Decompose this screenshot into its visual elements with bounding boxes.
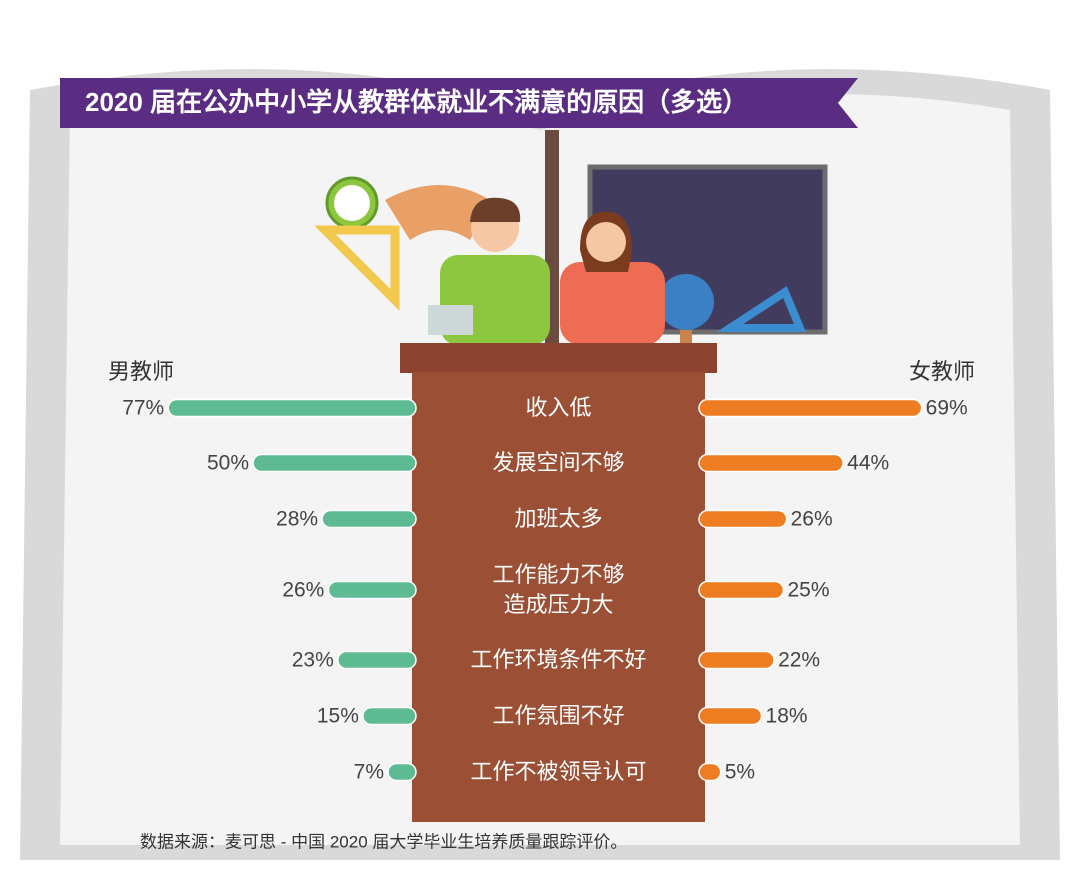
- legend-label: 男教师: [108, 359, 174, 384]
- globe: [658, 274, 714, 330]
- value-label: 26%: [282, 579, 324, 602]
- bar: [698, 509, 788, 529]
- value-label: 25%: [788, 579, 830, 602]
- bar: [167, 398, 417, 418]
- male-teacher-hair: [470, 197, 521, 222]
- value-label: 69%: [926, 397, 968, 420]
- category-label: 工作氛围不好: [492, 703, 625, 728]
- source-note: 数据来源：麦可思 - 中国 2020 届大学毕业生培养质量跟踪评价。: [140, 832, 627, 851]
- triangle: [716, 286, 806, 332]
- bar: [362, 706, 417, 726]
- bar: [698, 706, 763, 726]
- bar: [252, 453, 417, 473]
- bar: [321, 509, 417, 529]
- bar: [698, 762, 722, 782]
- value-label: 26%: [791, 508, 833, 531]
- value-label: 7%: [354, 761, 384, 784]
- category-label: 工作环境条件不好: [470, 647, 647, 672]
- podium-top: [400, 343, 717, 373]
- bar: [327, 580, 417, 600]
- chart-title: 2020 届在公办中小学从教群体就业不满意的原因（多选）: [85, 87, 748, 117]
- protractor: [385, 185, 490, 240]
- value-label: 23%: [292, 649, 334, 672]
- bar: [698, 650, 775, 670]
- value-label: 77%: [122, 397, 164, 420]
- category-label: 工作能力不够 造成压力大: [492, 562, 625, 617]
- clock-face: [334, 185, 370, 221]
- value-label: 15%: [317, 705, 359, 728]
- value-label: 22%: [778, 649, 820, 672]
- books: [428, 305, 473, 335]
- category-label: 加班太多: [514, 506, 603, 531]
- globe-stand: [680, 330, 692, 344]
- value-label: 5%: [725, 761, 755, 784]
- bar: [698, 580, 785, 600]
- value-label: 50%: [207, 452, 249, 475]
- category-label: 工作不被领导认可: [470, 759, 647, 784]
- female-teacher-body: [560, 262, 665, 345]
- category-label: 收入低: [525, 395, 592, 420]
- bar: [698, 453, 844, 473]
- female-teacher-head: [586, 222, 626, 262]
- set-square: [314, 225, 400, 311]
- value-label: 44%: [847, 452, 889, 475]
- title-banner: [60, 78, 858, 128]
- bar: [698, 398, 923, 418]
- podium-body: [412, 372, 705, 822]
- category-label: 发展空间不够: [492, 450, 625, 475]
- bar: [337, 650, 417, 670]
- legend-label: 女教师: [909, 359, 975, 384]
- value-label: 28%: [276, 508, 318, 531]
- value-label: 18%: [766, 705, 808, 728]
- bar: [387, 762, 417, 782]
